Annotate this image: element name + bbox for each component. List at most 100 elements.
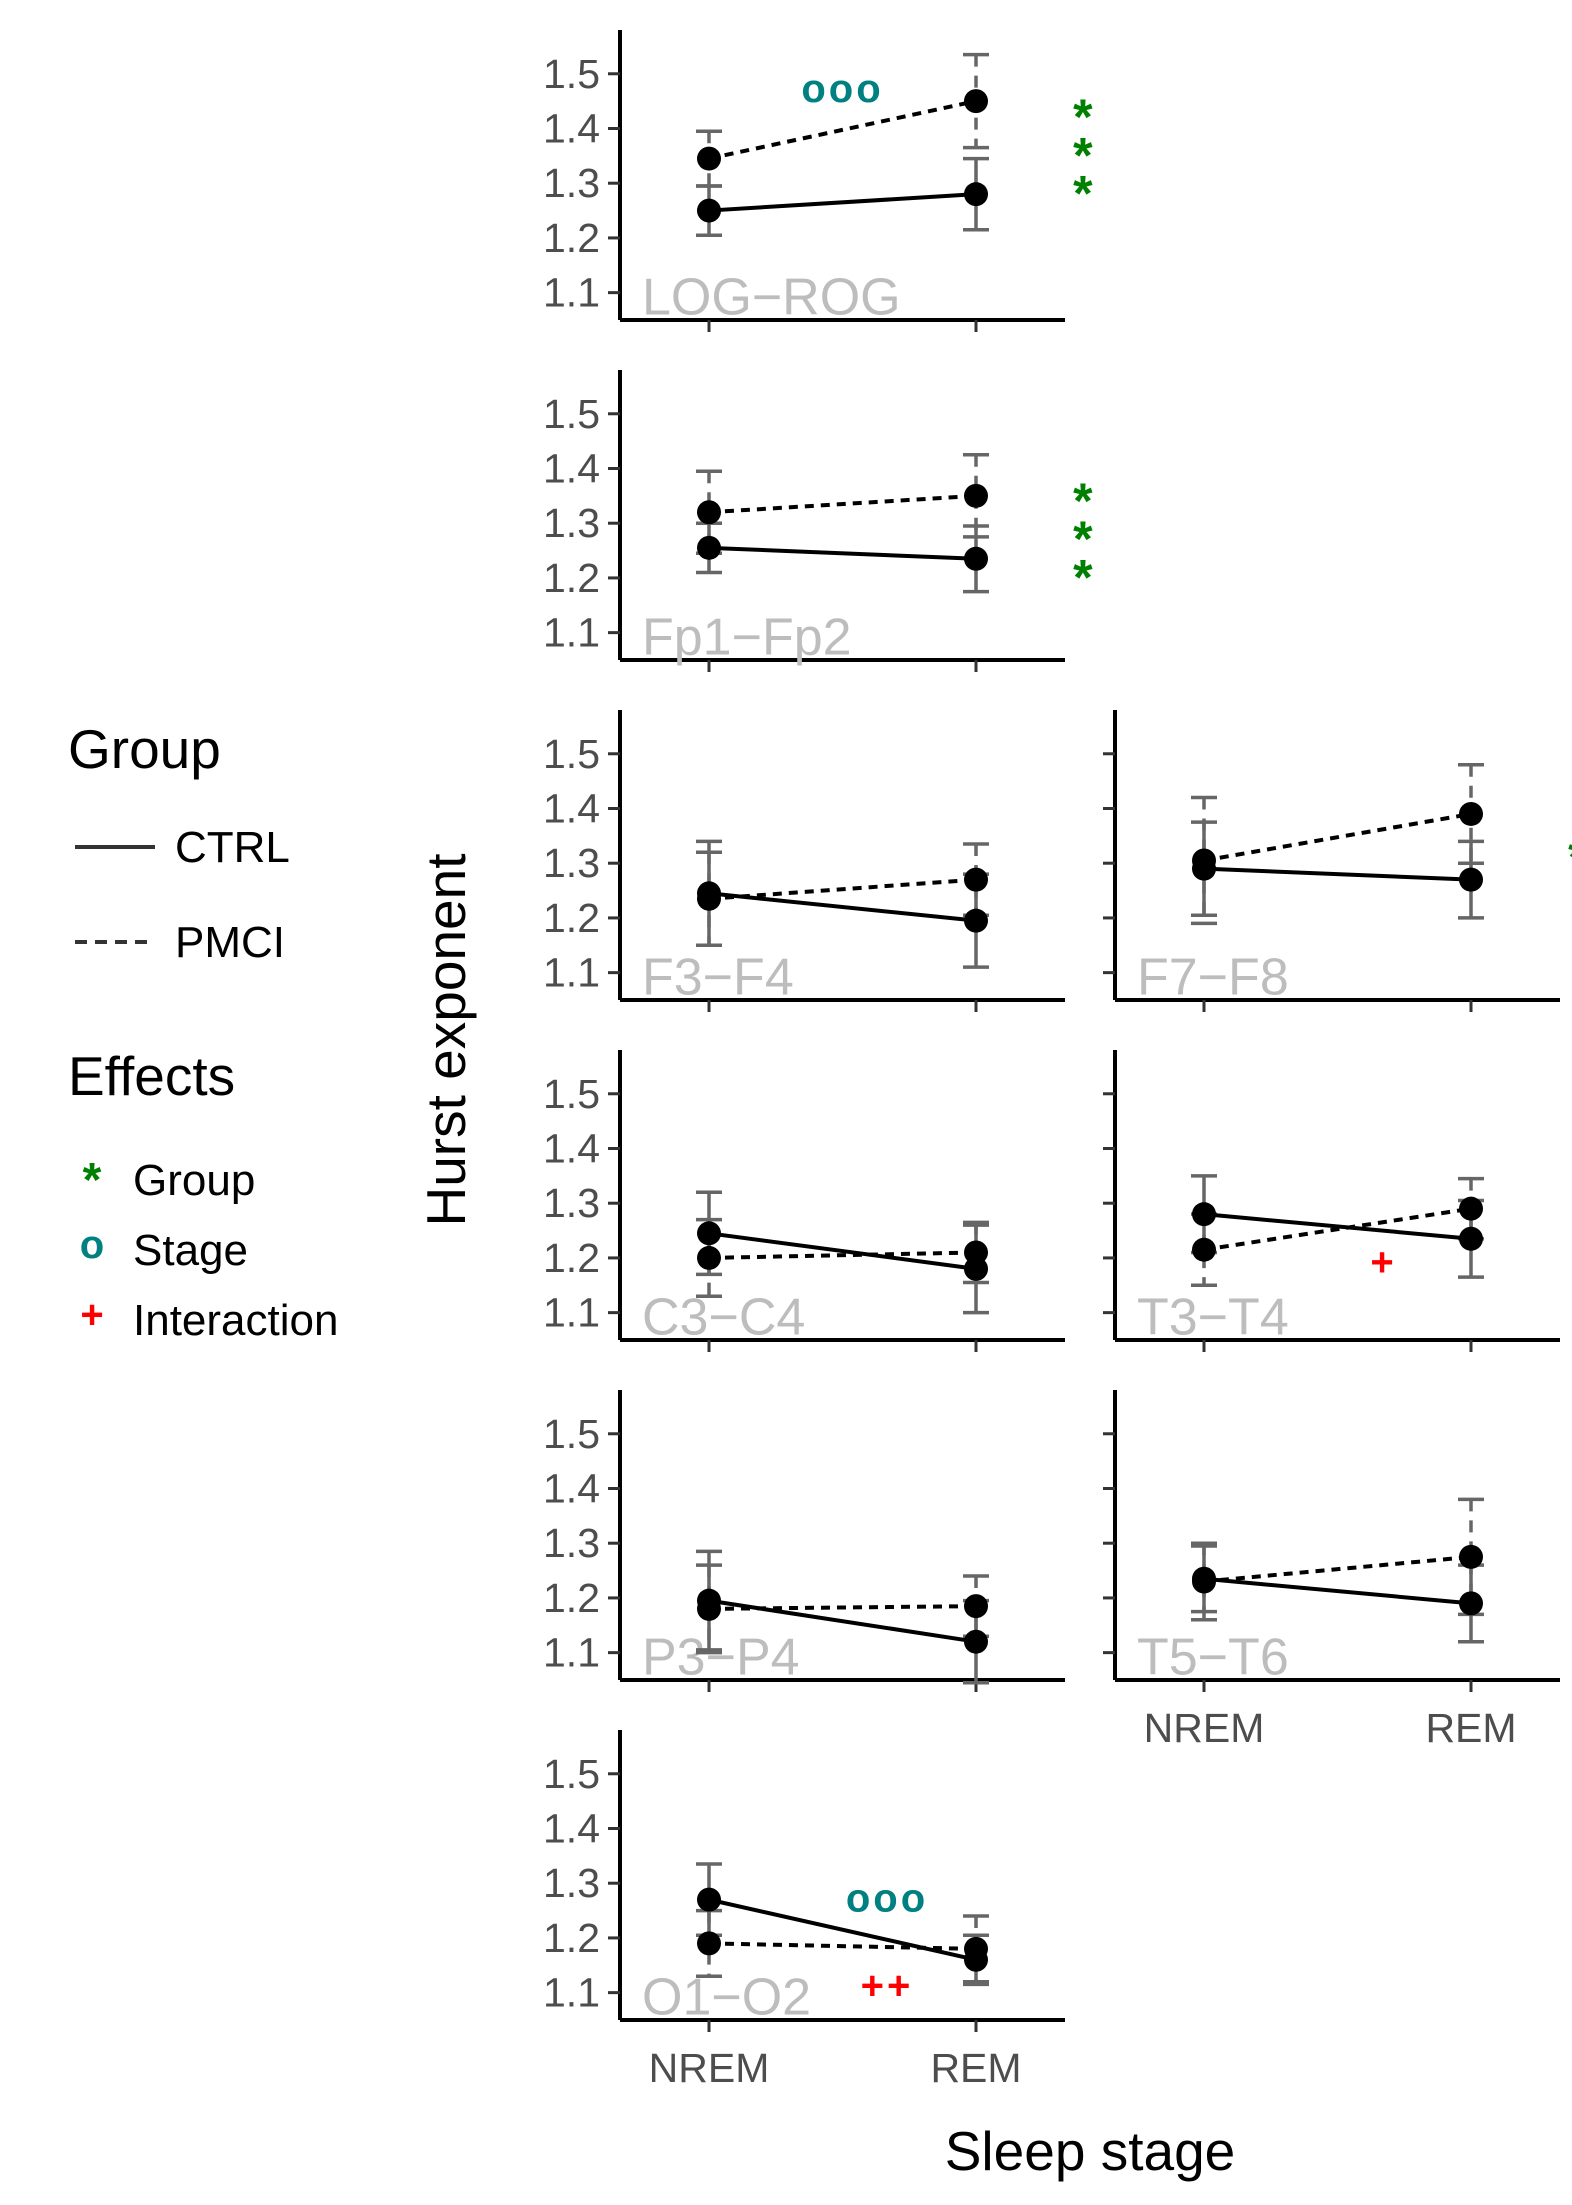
panel-label: F7−F8 [1137, 949, 1289, 1007]
y-tick-label: 1.1 [543, 1630, 600, 1676]
legend-effects-title: Effects [68, 1045, 235, 1107]
panel-t5-t6: NREM REM T5−T6 [1103, 1390, 1560, 1751]
pmci-point [697, 1245, 721, 1270]
y-tick-label: 1.4 [543, 445, 600, 491]
legend-stage-symbol: o [80, 1223, 104, 1267]
ctrl-point [1459, 1226, 1483, 1251]
panel-label: P3−P4 [642, 1629, 800, 1687]
panel-f7-f8: F7−F8 * [1103, 710, 1572, 1012]
ctrl-line [1203, 1576, 1472, 1606]
panel-label: LOG−ROG [642, 269, 901, 327]
ctrl-point [1192, 1202, 1216, 1227]
pmci-point [964, 1594, 988, 1619]
ctrl-point [697, 535, 721, 560]
pmci-line [708, 493, 977, 515]
legend-group-symbol: * [83, 1154, 102, 1207]
panel-label: C3−C4 [642, 1289, 805, 1347]
ctrl-line [1203, 1212, 1472, 1241]
y-tick-label: 1.2 [543, 895, 600, 941]
pmci-line [708, 1604, 977, 1611]
pmci-point [1459, 1196, 1483, 1221]
pmci-line [1203, 1554, 1472, 1584]
panel-label: T3−T4 [1137, 1289, 1289, 1347]
panel-t3-t4: T3−T4 + [1103, 1050, 1560, 1352]
interaction-effect-marker: + [1370, 1240, 1393, 1284]
x-tick-label: NREM [1144, 1705, 1265, 1751]
ctrl-point [1459, 1591, 1483, 1616]
y-axis-title: Hurst exponent [415, 854, 477, 1227]
y-tick-label: 1.3 [543, 1180, 600, 1226]
y-tick-label: 1.5 [543, 391, 600, 437]
y-tick-label: 1.5 [543, 1071, 600, 1117]
y-tick-label: 1.2 [543, 215, 600, 261]
pmci-point [697, 500, 721, 525]
legend-stage-label: Stage [133, 1226, 248, 1275]
pmci-point [964, 89, 988, 114]
y-tick-label: 1.3 [543, 160, 600, 206]
group-effect-marker: * [1073, 89, 1093, 145]
ctrl-point [697, 198, 721, 223]
panel-label: T5−T6 [1137, 1629, 1289, 1687]
ctrl-line [708, 1231, 977, 1271]
group-effect-marker: * [1073, 549, 1093, 605]
group-effect-marker: * [1073, 473, 1093, 529]
ctrl-line [708, 545, 977, 561]
pmci-point [697, 1596, 721, 1621]
y-tick-label: 1.1 [543, 1970, 600, 2016]
y-tick-label: 1.4 [543, 105, 600, 151]
panel-label: O1−O2 [642, 1969, 811, 2027]
panel-f3-f4: 1.1 1.2 1.3 1.4 1.5 F3−F4 [543, 710, 1065, 1012]
y-tick-label: 1.1 [543, 950, 600, 996]
ctrl-point [964, 1256, 988, 1281]
pmci-point [1459, 801, 1483, 826]
group-effect-marker: * [1568, 829, 1572, 885]
y-tick-label: 1.1 [543, 270, 600, 316]
panel-label: F3−F4 [642, 949, 794, 1007]
pmci-point [964, 1240, 988, 1265]
y-tick-label: 1.2 [543, 1915, 600, 1961]
panel-c3-c4: 1.1 1.2 1.3 1.4 1.5 C3−C4 [543, 1050, 1065, 1352]
pmci-point [964, 1936, 988, 1961]
y-tick-label: 1.4 [543, 1805, 600, 1851]
legend-group-label: Group [133, 1156, 255, 1205]
ctrl-point [964, 546, 988, 571]
y-tick-label: 1.1 [543, 1290, 600, 1336]
ctrl-line [708, 192, 977, 213]
legend-pmci-label: PMCI [175, 918, 285, 967]
y-tick-label: 1.5 [543, 1411, 600, 1457]
pmci-line [708, 99, 977, 161]
pmci-point [964, 867, 988, 892]
y-tick-label: 1.4 [543, 785, 600, 831]
y-tick-label: 1.3 [543, 1520, 600, 1566]
y-tick-label: 1.5 [543, 731, 600, 777]
pmci-line [1203, 1206, 1472, 1252]
pmci-point [964, 483, 988, 508]
pmci-point [1192, 1569, 1216, 1594]
legend-interaction-symbol: + [80, 1293, 103, 1337]
y-tick-label: 1.3 [543, 1860, 600, 1906]
x-axis-title: Sleep stage [945, 2120, 1236, 2182]
pmci-point [1192, 1237, 1216, 1262]
legend-ctrl-label: CTRL [175, 823, 290, 872]
pmci-point [1192, 848, 1216, 873]
legend-interaction-label: Interaction [133, 1296, 338, 1345]
y-tick-label: 1.4 [543, 1465, 600, 1511]
y-tick-label: 1.3 [543, 500, 600, 546]
pmci-point [1459, 1544, 1483, 1569]
ctrl-point [697, 1221, 721, 1246]
pmci-line [1203, 811, 1472, 863]
y-tick-label: 1.5 [543, 1751, 600, 1797]
ctrl-point [964, 1629, 988, 1654]
legend-group-title: Group [68, 718, 221, 780]
y-tick-label: 1.4 [543, 1125, 600, 1171]
ctrl-line [1203, 866, 1472, 882]
ctrl-point [1459, 867, 1483, 892]
x-tick-label: NREM [649, 2045, 770, 2091]
y-tick-label: 1.2 [543, 1235, 600, 1281]
ctrl-line [708, 1897, 977, 1962]
